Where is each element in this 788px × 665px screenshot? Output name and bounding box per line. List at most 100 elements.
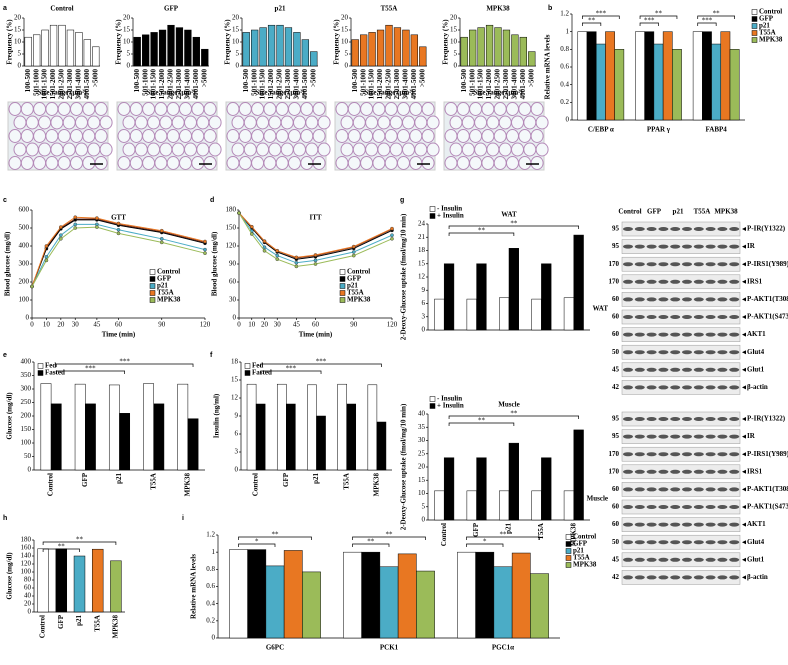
blot-band	[646, 227, 657, 231]
line	[238, 212, 393, 258]
y-tick-label: 5	[345, 50, 349, 58]
marker	[351, 253, 356, 258]
kda-label: 45	[612, 555, 620, 563]
protein-label: P-AKT1(T308)	[747, 485, 788, 493]
significance-bracket	[448, 232, 515, 236]
blot-band	[634, 385, 645, 390]
bar	[284, 27, 293, 67]
significance-bracket	[448, 225, 580, 229]
blot-band	[682, 575, 692, 580]
protein-label: IRS1	[747, 467, 763, 475]
marker	[390, 233, 394, 237]
adipocyte	[179, 102, 192, 116]
significance-label: **	[588, 17, 596, 25]
bar	[586, 31, 597, 121]
adipocyte	[409, 102, 423, 116]
legend-label: + Insulin	[437, 402, 464, 410]
bar	[177, 383, 189, 471]
kda-label: 60	[612, 313, 620, 321]
blot-band	[646, 452, 657, 457]
marker	[95, 216, 99, 220]
blot-band	[693, 279, 704, 284]
blot-band	[717, 487, 728, 492]
adipocyte	[523, 142, 537, 157]
blot-band	[705, 315, 716, 319]
y-tick-label: 0	[454, 62, 458, 70]
bar	[485, 24, 494, 67]
adipocyte	[372, 129, 386, 143]
legend-label: GFP	[157, 275, 172, 283]
tissue-label: WAT	[593, 305, 609, 313]
x-tick-label: 2001-2500	[167, 69, 175, 100]
bar	[307, 384, 317, 471]
adipocyte	[530, 156, 544, 170]
x-tick-label: 20	[57, 321, 65, 329]
blot-band	[693, 297, 704, 302]
blot-band	[658, 557, 669, 562]
blot-band	[646, 505, 657, 509]
bar	[466, 490, 477, 521]
bar	[316, 415, 326, 471]
legend-label: Fed	[252, 362, 263, 370]
y-axis-label: Glucose (mg/dl)	[6, 392, 14, 440]
blot-band	[658, 522, 669, 527]
adipocyte	[384, 102, 398, 116]
y-tick-label: 0.4	[560, 80, 569, 88]
adipocyte	[45, 156, 59, 170]
significance-bracket	[639, 15, 678, 19]
blot-band	[682, 315, 692, 319]
arrow	[742, 452, 746, 457]
adipocyte	[226, 156, 240, 170]
blot-band	[729, 244, 740, 249]
blot-band	[682, 227, 692, 231]
blot-band	[634, 557, 645, 562]
x-tick-label: T55A	[93, 615, 101, 632]
kda-label: 170	[609, 450, 620, 458]
blot-band	[646, 522, 657, 527]
x-tick-label: 10	[248, 321, 256, 329]
adipocyte	[506, 156, 519, 170]
x-tick-label: 501-1000	[359, 69, 367, 96]
x-tick-label: Control	[47, 473, 55, 496]
bar	[286, 403, 296, 471]
adipocyte	[347, 102, 361, 116]
legend-label: T55A	[157, 289, 174, 297]
blot-band	[693, 452, 704, 457]
blot-band	[646, 367, 657, 372]
bar	[75, 32, 83, 67]
legend-swatch	[149, 283, 156, 289]
legend-label: p21	[157, 282, 168, 290]
adipocyte	[256, 115, 270, 130]
protein-label: P-IRS1(Y989)	[747, 260, 788, 268]
bar	[720, 31, 731, 121]
bar	[301, 39, 309, 67]
significance-bracket	[466, 543, 504, 547]
significance-bracket	[582, 22, 602, 26]
significance-bracket	[260, 370, 322, 374]
marker	[59, 233, 63, 237]
adipocyte	[191, 129, 205, 143]
y-tick-label: 120	[226, 242, 237, 250]
adipocyte	[511, 115, 524, 130]
y-tick-label: 0.6	[560, 63, 569, 71]
bar	[302, 571, 321, 639]
adipocyte	[352, 142, 366, 157]
chart-title: ITT	[309, 214, 321, 222]
blot-band	[623, 417, 633, 421]
x-tick-label: 90	[158, 321, 166, 329]
adipocyte	[372, 102, 386, 116]
adipocyte	[263, 156, 277, 170]
blot-band	[717, 557, 728, 562]
blot-band	[623, 297, 633, 302]
y-tick-label: 1.2	[560, 10, 569, 18]
x-tick-label: 10	[43, 321, 51, 329]
blot-band	[682, 367, 692, 372]
protein-label: AKT1	[747, 330, 766, 338]
blot-row	[621, 552, 741, 568]
blot-band	[634, 332, 645, 337]
blot-band	[670, 505, 681, 509]
blot-band	[717, 452, 728, 457]
x-tick-label: 4001-5000	[83, 69, 91, 100]
blot-band	[729, 279, 740, 284]
adipocyte	[518, 156, 532, 170]
